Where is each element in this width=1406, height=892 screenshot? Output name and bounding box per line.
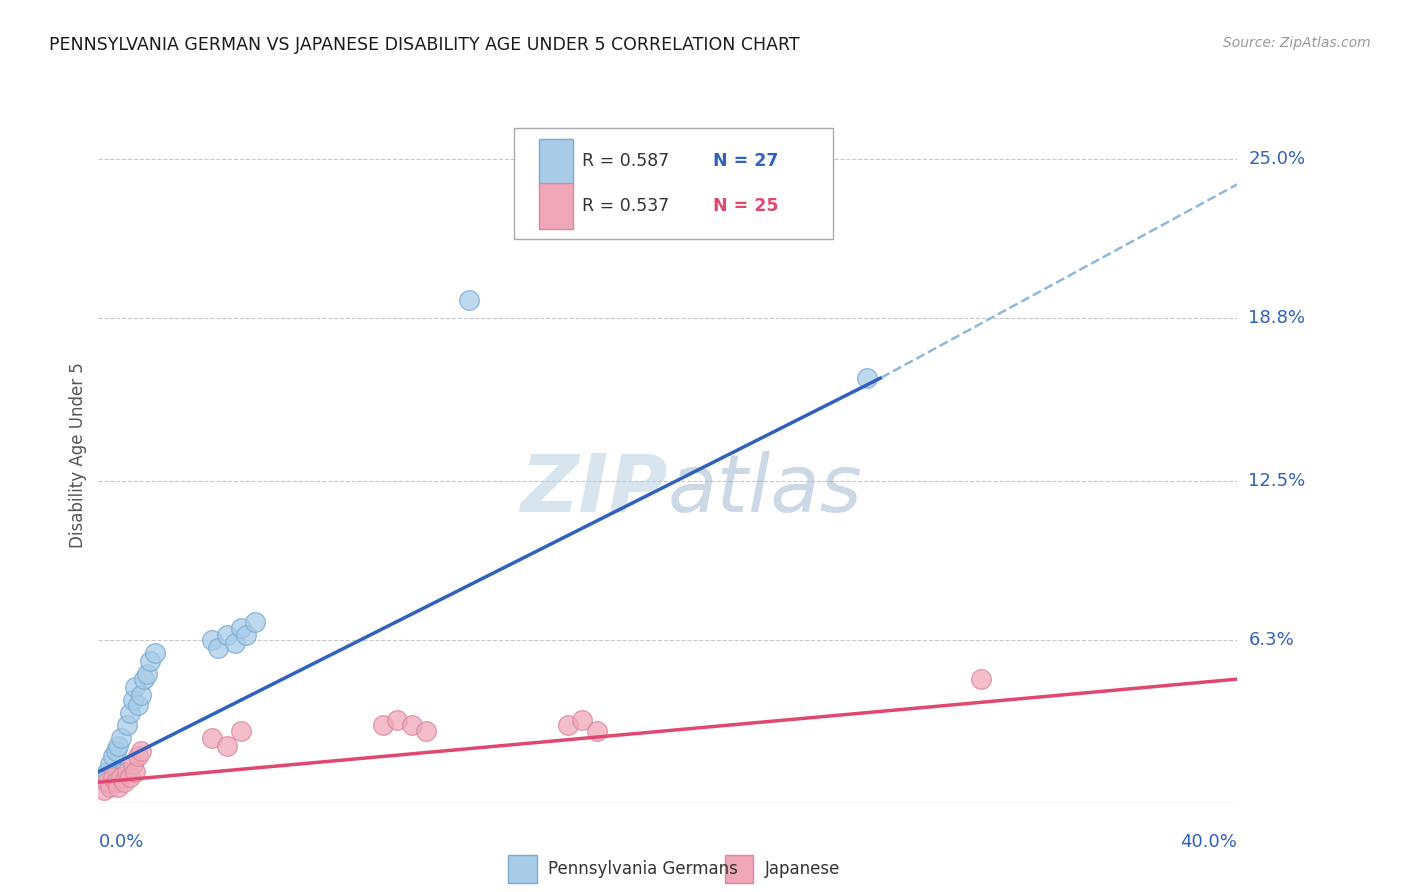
Point (201, 731, 224, 746)
Point (112, 775, 135, 789)
FancyBboxPatch shape (509, 855, 537, 883)
Point (387, 714, 409, 728)
Point (121, 757, 143, 772)
Y-axis label: Disability Age Under 5: Disability Age Under 5 (69, 362, 87, 548)
Point (235, 628, 257, 642)
Text: N = 27: N = 27 (713, 153, 779, 170)
Text: R = 0.587: R = 0.587 (582, 153, 669, 170)
Text: atlas: atlas (668, 450, 863, 529)
Point (229, 723, 252, 738)
Point (585, 723, 607, 738)
Point (138, 654, 160, 668)
Point (401, 718, 423, 732)
Point (96, 775, 118, 789)
Text: R = 0.537: R = 0.537 (582, 197, 669, 215)
Text: 12.5%: 12.5% (1249, 472, 1306, 490)
Text: 6.3%: 6.3% (1249, 632, 1294, 649)
Point (118, 706, 141, 720)
Point (129, 688, 152, 702)
Point (121, 692, 143, 706)
Point (457, 293, 479, 308)
Point (115, 718, 138, 732)
Point (112, 764, 135, 779)
Point (215, 628, 238, 642)
Text: ZIP: ZIP (520, 450, 668, 529)
Point (96, 764, 118, 779)
Point (93, 770, 115, 784)
Text: Japanese: Japanese (765, 860, 839, 878)
Point (110, 770, 132, 784)
Point (135, 667, 157, 681)
Point (127, 698, 149, 712)
Point (207, 641, 229, 656)
Point (970, 672, 993, 686)
Point (115, 764, 138, 779)
Point (124, 680, 146, 694)
Point (243, 615, 266, 630)
Text: PENNSYLVANIA GERMAN VS JAPANESE DISABILITY AGE UNDER 5 CORRELATION CHART: PENNSYLVANIA GERMAN VS JAPANESE DISABILI… (49, 36, 800, 54)
FancyBboxPatch shape (725, 855, 754, 883)
FancyBboxPatch shape (538, 184, 574, 228)
Point (132, 672, 155, 686)
Point (224, 636, 246, 650)
Point (145, 646, 167, 660)
Text: 0.0%: 0.0% (98, 833, 143, 851)
Point (856, 370, 879, 384)
Point (93, 783, 115, 797)
Point (124, 764, 146, 779)
Point (104, 775, 127, 789)
Text: 40.0%: 40.0% (1181, 833, 1237, 851)
Point (101, 770, 124, 784)
Point (98, 780, 121, 795)
Point (373, 718, 395, 732)
Point (101, 749, 124, 764)
FancyBboxPatch shape (515, 128, 832, 239)
Point (129, 744, 152, 758)
FancyBboxPatch shape (538, 138, 574, 184)
Point (415, 723, 437, 738)
Text: Source: ZipAtlas.com: Source: ZipAtlas.com (1223, 36, 1371, 50)
Point (110, 731, 132, 746)
Point (107, 780, 129, 795)
Text: N = 25: N = 25 (713, 197, 779, 215)
Point (98, 757, 121, 772)
Point (127, 749, 149, 764)
Point (107, 739, 129, 753)
Text: 18.8%: 18.8% (1249, 310, 1305, 327)
Text: 25.0%: 25.0% (1249, 150, 1306, 168)
Point (571, 714, 593, 728)
Point (557, 718, 579, 732)
Point (229, 621, 252, 635)
Point (104, 744, 127, 758)
Text: Pennsylvania Germans: Pennsylvania Germans (548, 860, 738, 878)
Point (118, 770, 141, 784)
Point (201, 633, 224, 648)
Point (215, 739, 238, 753)
